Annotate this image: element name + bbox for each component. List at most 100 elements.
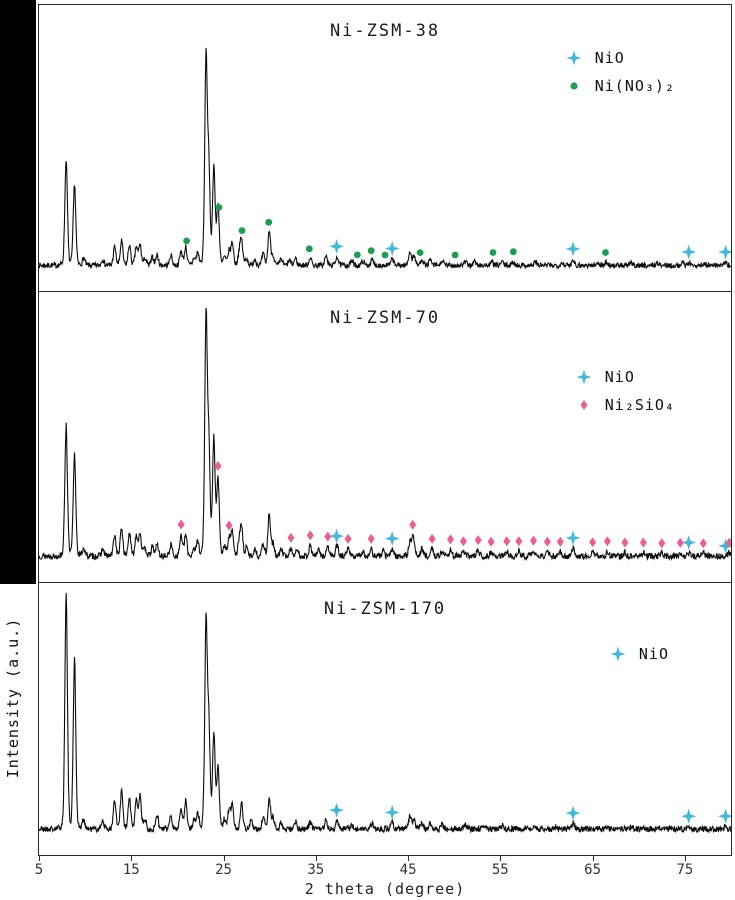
nio-star-marker [329, 238, 345, 254]
xrd-trace-svg [39, 47, 731, 270]
nickel-nitrate-dot-marker [215, 204, 223, 211]
panel-title: Ni-ZSM-70 [329, 308, 441, 328]
nickel-silicate-diamond-marker [344, 533, 352, 544]
nickel-silicate-diamond-marker [530, 535, 537, 546]
nickel-silicate-diamond-marker [447, 534, 454, 545]
nickel-nitrate-dot-marker [451, 251, 459, 259]
legend: NiO Ni(NO₃)₂ [563, 49, 675, 95]
x-tick-label: 35 [307, 862, 325, 878]
nickel-silicate-diamond-marker [603, 536, 611, 547]
nickel-silicate-diamond-marker [177, 519, 185, 530]
nickel-nitrate-dot-marker [238, 227, 246, 235]
nickel-nitrate-dot-marker [489, 249, 497, 256]
nio-star-icon [566, 50, 582, 66]
nio-star-marker [718, 808, 731, 824]
x-tick-label: 45 [399, 862, 417, 878]
nickel-nitrate-dot-marker [305, 245, 313, 253]
x-tick [315, 856, 317, 861]
left-black-bar [0, 0, 36, 584]
nickel-nitrate-dot-marker [602, 249, 609, 256]
nickel-nitrate-dot-marker [353, 251, 361, 259]
nio-star-marker [384, 804, 400, 820]
nickel-silicate-diamond-marker [225, 520, 233, 531]
panel-stack: Ni-ZSM-38 NiO Ni(NO₃)₂ Ni-ZSM-70 [38, 4, 732, 856]
legend-item-nio: NiO [563, 49, 675, 67]
legend: NiO Ni₂SiO₄ [573, 368, 675, 414]
nio-star-marker [681, 535, 697, 550]
nickel-silicate-diamond-icon [580, 400, 588, 410]
nickel-silicate-diamond-marker [214, 461, 222, 471]
legend-label: NiO [604, 368, 635, 386]
nio-star-marker [329, 528, 345, 544]
nickel-silicate-diamond-marker [676, 537, 684, 548]
nickel-silicate-diamond-marker [589, 537, 597, 548]
nickel-nitrate-dot-marker [416, 249, 424, 256]
x-tick-label: 15 [122, 862, 140, 878]
legend-label: Ni(NO₃)₂ [594, 77, 675, 95]
legend: NiO [607, 645, 669, 663]
legend-label: NiO [594, 49, 625, 67]
nio-star-marker [681, 244, 697, 260]
x-tick [500, 856, 502, 861]
nickel-silicate-diamond-marker [543, 536, 551, 547]
nickel-silicate-diamond-marker [459, 536, 467, 547]
nickel-silicate-diamond-marker [409, 519, 417, 530]
legend-item-nickel-nitrate: Ni(NO₃)₂ [563, 77, 675, 95]
xrd-trace-svg [39, 307, 731, 561]
nickel-silicate-diamond-marker [428, 533, 436, 544]
legend-item-nickel-silicate: Ni₂SiO₄ [573, 396, 675, 414]
x-tick [131, 856, 133, 861]
nickel-silicate-diamond-marker [639, 537, 647, 548]
nickel-silicate-diamond-marker [287, 532, 295, 543]
nickel-silicate-diamond-marker [725, 537, 731, 548]
nio-star-marker [565, 530, 581, 546]
nio-star-marker [565, 241, 581, 257]
nickel-silicate-diamond-marker [556, 536, 564, 547]
legend-item-nio: NiO [607, 645, 669, 663]
panel-ni-zsm-38: Ni-ZSM-38 NiO Ni(NO₃)₂ [39, 5, 731, 292]
xrd-trace-svg [39, 592, 731, 834]
nickel-nitrate-dot-marker [509, 248, 517, 256]
nickel-nitrate-dot-marker [265, 218, 273, 226]
nio-star-marker [565, 805, 581, 821]
nickel-silicate-diamond-marker [487, 536, 495, 547]
xrd-pattern-trace [39, 592, 731, 834]
x-tick [684, 856, 686, 861]
nio-star-marker [681, 808, 697, 824]
nio-star-icon [576, 369, 592, 385]
legend-item-nio: NiO [573, 368, 675, 386]
nickel-silicate-diamond-marker [515, 536, 523, 547]
nickel-nitrate-dot-marker [183, 237, 191, 245]
xrd-pattern-trace [39, 307, 731, 561]
nickel-silicate-diamond-marker [306, 530, 314, 541]
x-axis-label: 2 theta (degree) [304, 880, 466, 898]
nickel-nitrate-dot-marker [381, 251, 389, 259]
nickel-silicate-diamond-marker [699, 538, 707, 549]
nio-star-marker [718, 244, 731, 260]
nickel-silicate-diamond-marker [503, 536, 511, 547]
nickel-silicate-diamond-marker [324, 531, 332, 542]
nio-star-marker [718, 538, 731, 554]
legend-label: NiO [638, 645, 669, 663]
x-tick [592, 856, 594, 861]
x-tick-label: 75 [676, 862, 694, 878]
x-tick [39, 856, 40, 861]
nio-star-marker [384, 241, 400, 256]
x-tick-label: 5 [34, 862, 44, 878]
nickel-silicate-diamond-marker [367, 533, 375, 544]
nickel-nitrate-dot-icon [570, 82, 578, 90]
nio-star-marker [384, 531, 400, 547]
nio-star-icon [610, 646, 626, 662]
nickel-silicate-diamond-marker [621, 537, 629, 548]
nickel-silicate-diamond-marker [658, 538, 666, 549]
panel-ni-zsm-170: Ni-ZSM-170 NiO [39, 583, 731, 856]
x-tick-label: 65 [584, 862, 602, 878]
nio-star-marker [329, 802, 345, 818]
panel-title: Ni-ZSM-170 [323, 599, 447, 619]
xrd-pattern-trace [39, 47, 731, 270]
nickel-silicate-diamond-marker [474, 535, 482, 546]
y-axis-label: Intensity (a.u.) [4, 617, 22, 779]
panel-title: Ni-ZSM-38 [329, 21, 441, 41]
x-tick [223, 856, 225, 861]
